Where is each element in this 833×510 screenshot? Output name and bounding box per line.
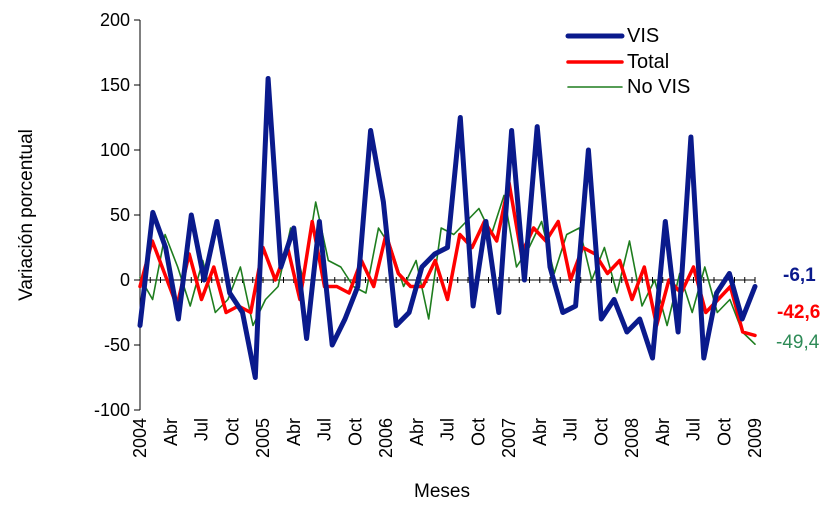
y-axis-tick-labels: 200 150 100 50 0 -50 -100: [94, 10, 130, 420]
legend-label: No VIS: [627, 76, 690, 98]
y-tick-label: 150: [100, 75, 130, 95]
x-tick-label: Jul: [192, 418, 212, 441]
x-tick-label: Abr: [407, 418, 427, 446]
x-tick-label: 2004: [130, 418, 150, 458]
x-tick-label: Oct: [345, 418, 365, 446]
x-tick-label: Jul: [438, 418, 458, 441]
end-label-no-vis: -49,4: [776, 332, 820, 353]
x-tick-label: Jul: [684, 418, 704, 441]
y-tick-label: 100: [100, 140, 130, 160]
x-tick-label: Abr: [653, 418, 673, 446]
legend-label: Total: [627, 51, 669, 73]
x-tick-label: Jul: [315, 418, 335, 441]
x-tick-label: 2007: [499, 418, 519, 458]
x-tick-label: Oct: [591, 418, 611, 446]
end-label-vis: -6,1: [783, 265, 816, 286]
x-tick-label: Oct: [222, 418, 242, 446]
series-line-vis: [137, 76, 758, 380]
x-tick-label: 2008: [622, 418, 642, 458]
x-tick-label: 2006: [376, 418, 396, 458]
x-tick-label: Oct: [714, 418, 734, 446]
legend-label: VIS: [627, 25, 659, 47]
x-tick-label: Abr: [530, 418, 550, 446]
end-value-labels: -6,1 -42,6 -49,4: [776, 265, 820, 353]
x-axis-title: Meses: [414, 481, 470, 502]
plot-area: [134, 19, 758, 411]
x-tick-label: 2005: [253, 418, 273, 458]
x-tick-label: Abr: [161, 418, 181, 446]
y-tick-label: 200: [100, 10, 130, 30]
legend: VIS Total No VIS: [565, 25, 690, 98]
y-tick-label: -50: [104, 335, 130, 355]
end-label-total: -42,6: [777, 302, 820, 323]
x-tick-label: Oct: [468, 418, 488, 446]
x-tick-label: Jul: [561, 418, 581, 441]
y-axis-title: Variación porcentual: [16, 129, 37, 301]
x-tick-label: Abr: [284, 418, 304, 446]
y-tick-label: 50: [110, 205, 130, 225]
y-tick-label: 0: [120, 270, 130, 290]
x-axis-tick-labels: 2004 Abr Jul Oct 2005 Abr Jul Oct 2006 Abr Jul Oct 2…: [130, 418, 765, 458]
y-tick-label: -100: [94, 400, 130, 420]
x-tick-label: 2009: [745, 418, 765, 458]
